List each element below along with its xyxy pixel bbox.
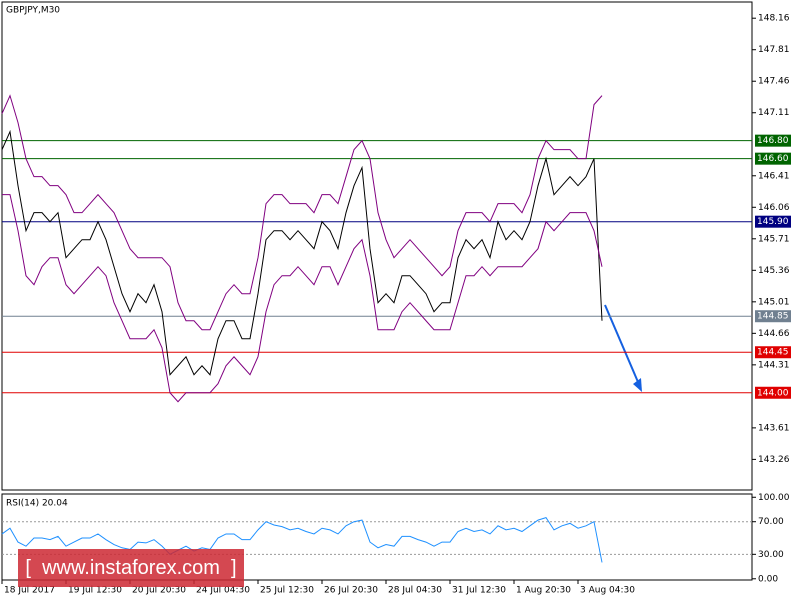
level-label: 144.85 [757,312,789,322]
level-tag [755,310,791,323]
y-tick-label: 144.31 [758,360,790,370]
series-line [1,517,603,563]
y-tick-label: 143.61 [758,423,790,433]
x-tick-label: 28 Jul 04:30 [388,586,442,596]
series-line [1,94,603,331]
watermark: [ www.instaforex.com ] [18,549,244,587]
y-tick-label: 0.00 [758,574,778,584]
y-tick-label: 30.00 [758,550,784,560]
y-tick-label: 147.46 [758,77,790,87]
level-tag [755,152,791,165]
y-tick-label: 145.71 [758,234,790,244]
y-tick-label: 143.26 [758,455,790,465]
y-tick-label: 146.06 [758,203,790,213]
rsi-title: RSI(14) 20.04 [6,499,68,509]
x-tick-label: 31 Jul 12:30 [452,586,506,596]
rsi-panel [1,493,753,581]
y-tick-label: 148.16 [758,14,790,24]
chart-title: GBPJPY,M30 [6,6,60,16]
y-tick-label: 147.11 [758,108,790,118]
x-tick-label: 1 Aug 20:30 [516,586,571,596]
level-label: 146.80 [757,136,789,146]
level-tag [755,134,791,147]
y-tick-label: 144.66 [758,329,790,339]
y-tick-label: 145.36 [758,266,790,276]
level-label: 144.45 [757,348,789,358]
x-tick-label: 19 Jul 12:30 [68,586,122,596]
x-tick-label: 18 Jul 2017 [4,586,55,596]
level-label: 144.00 [757,388,789,398]
y-tick-label: 100.00 [758,493,790,503]
arrow-head [633,378,642,392]
y-tick-label: 147.81 [758,45,790,55]
x-tick-label: 20 Jul 20:30 [132,586,186,596]
x-tick-label: 25 Jul 12:30 [260,586,314,596]
series-line [1,129,603,376]
y-tick-label: 70.00 [758,517,784,527]
level-tag [755,215,791,228]
x-tick-label: 24 Jul 04:30 [196,586,250,596]
level-label: 146.60 [757,154,789,164]
level-tag [755,386,791,399]
arrow [604,304,639,383]
level-tag [755,346,791,359]
x-tick-label: 3 Aug 04:30 [580,586,635,596]
level-label: 145.90 [757,217,789,227]
y-tick-label: 145.01 [758,297,790,307]
x-tick-label: 26 Jul 20:30 [324,586,378,596]
series-line [2,194,603,403]
y-tick-label: 146.41 [758,171,790,181]
price-panel [1,1,753,491]
